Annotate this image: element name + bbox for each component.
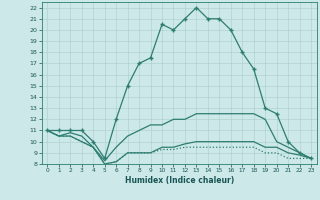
X-axis label: Humidex (Indice chaleur): Humidex (Indice chaleur) xyxy=(124,176,234,185)
